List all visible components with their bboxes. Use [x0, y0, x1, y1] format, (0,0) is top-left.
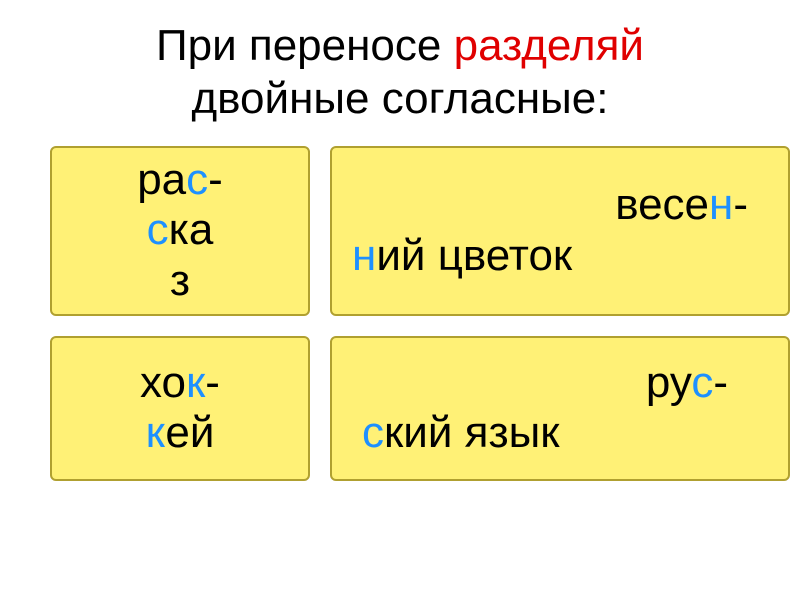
- c1-l1-p3: -: [208, 155, 223, 204]
- c2-l1-p3: -: [733, 180, 748, 229]
- c3-l1-p2: к: [186, 358, 205, 407]
- c1-l1-p1: ра: [137, 155, 186, 204]
- c4-l1-p3: -: [713, 358, 728, 407]
- c3-l1-p3: -: [205, 358, 220, 407]
- card1-line1: рас-: [137, 155, 223, 206]
- c3-l2-p2: ей: [165, 408, 214, 457]
- c4-l1-p1: ру: [646, 358, 691, 407]
- card2-line1: весен-: [332, 180, 788, 231]
- card-russkiy: рус- ский язык: [330, 336, 790, 481]
- c4-l2-p1: с: [362, 408, 384, 457]
- card4-line2: ский язык: [332, 408, 788, 459]
- c1-l2-p2: ка: [169, 205, 214, 254]
- card2-line2: ний цветок: [332, 231, 788, 282]
- c1-l2-p1: с: [147, 205, 169, 254]
- card4-line1: рус-: [332, 358, 788, 409]
- c3-l1-p1: хо: [140, 358, 186, 407]
- title-text-3: двойные согласные:: [191, 74, 608, 123]
- c2-l2-p1: н: [352, 231, 376, 280]
- title-text-1: При переносе: [156, 21, 454, 70]
- c2-l2-p2: ий цветок: [376, 231, 572, 280]
- slide-title: При переносе разделяй двойные согласные:: [20, 20, 780, 126]
- c1-l3-p1: з: [170, 256, 190, 305]
- title-text-2: разделяй: [454, 21, 644, 70]
- card-rasskaz: рас- ска з: [50, 146, 310, 316]
- cards-grid: рас- ска з весен- ний цветок хок- кей ру…: [20, 146, 780, 506]
- c3-l2-p1: к: [146, 408, 166, 457]
- card1-line3: з: [170, 256, 190, 307]
- card3-line2: кей: [146, 408, 215, 459]
- c2-l1-p2: н: [709, 180, 733, 229]
- card1-line2: ска: [147, 205, 214, 256]
- card-hokkey: хок- кей: [50, 336, 310, 481]
- card-vesenniy: весен- ний цветок: [330, 146, 790, 316]
- c4-l1-p2: с: [691, 358, 713, 407]
- c2-l1-p1: весе: [615, 180, 709, 229]
- c4-l2-p2: кий язык: [384, 408, 560, 457]
- c1-l1-p2: с: [186, 155, 208, 204]
- card3-line1: хок-: [140, 358, 220, 409]
